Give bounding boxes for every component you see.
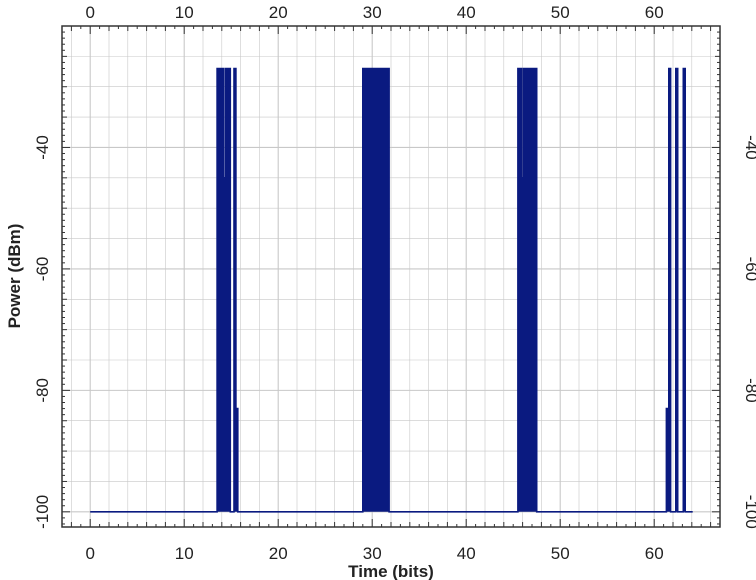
x-tick-label-bottom: 30 <box>363 544 382 563</box>
y-axis-label: Power (dBm) <box>5 224 24 329</box>
y-tick-label-right: -60 <box>742 257 756 282</box>
pulse-burst <box>517 68 537 512</box>
x-axis-label: Time (bits) <box>348 562 434 580</box>
y-tick-label-left: -80 <box>33 378 52 403</box>
tick-labels: 0 0 10 10 20 20 30 30 40 40 50 50 60 60 -100 -100 -80 -80… <box>33 3 756 563</box>
pulse-burst <box>217 68 231 512</box>
x-tick-label-bottom: 20 <box>269 544 288 563</box>
x-tick-label-top: 20 <box>269 3 288 22</box>
pulse-burst <box>675 68 678 512</box>
x-tick-label-top: 30 <box>363 3 382 22</box>
y-tick-label-right: -40 <box>742 135 756 160</box>
x-tick-label-bottom: 40 <box>457 544 476 563</box>
x-tick-label-bottom: 50 <box>551 544 570 563</box>
x-tick-label-bottom: 60 <box>645 544 664 563</box>
pulse-burst <box>666 68 671 512</box>
series-layer <box>90 67 693 513</box>
x-tick-label-top: 60 <box>645 3 664 22</box>
tick-marks <box>62 25 720 527</box>
x-tick-label-bottom: 0 <box>85 544 94 563</box>
x-tick-label-top: 0 <box>85 3 94 22</box>
x-tick-label-top: 40 <box>457 3 476 22</box>
pulse-burst <box>362 68 390 512</box>
x-tick-label-top: 50 <box>551 3 570 22</box>
y-tick-label-right: -80 <box>742 378 756 403</box>
x-tick-label-bottom: 10 <box>175 544 194 563</box>
y-tick-label-right: -100 <box>742 495 756 529</box>
x-tick-label-top: 10 <box>175 3 194 22</box>
pulse-burst <box>683 68 686 512</box>
y-tick-label-left: -100 <box>33 495 52 529</box>
y-tick-label-left: -60 <box>33 257 52 282</box>
y-tick-label-left: -40 <box>33 135 52 160</box>
pulse-burst <box>234 68 238 512</box>
